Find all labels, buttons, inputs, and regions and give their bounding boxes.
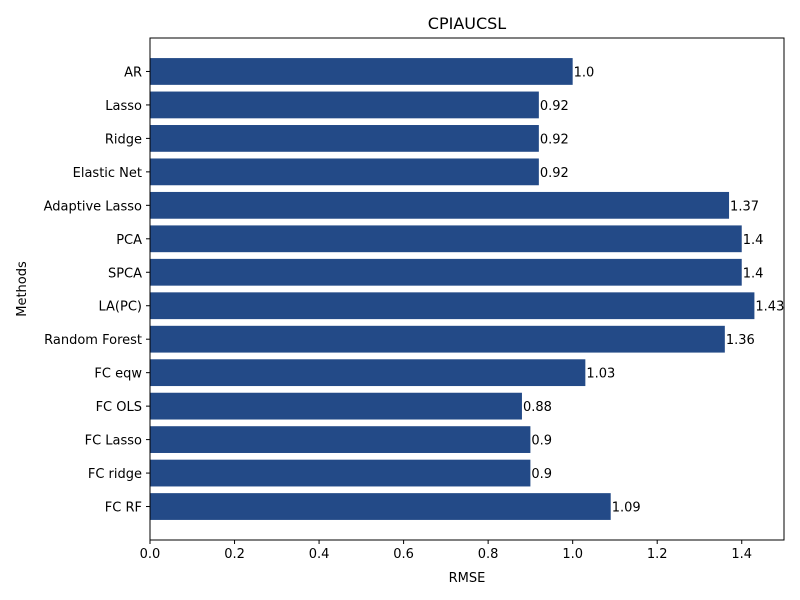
y-tick-label: PCA	[116, 233, 142, 248]
y-tick-label: Adaptive Lasso	[44, 199, 142, 214]
y-tick-label: Random Forest	[44, 333, 142, 348]
x-tick-label: 0.8	[478, 547, 499, 562]
data-label: 1.37	[730, 199, 759, 214]
chart-title: CPIAUCSL	[428, 14, 507, 33]
data-label: 0.9	[531, 434, 552, 449]
data-label: 0.88	[523, 400, 552, 415]
data-label: 1.0	[574, 65, 595, 80]
x-tick-label: 0.4	[309, 547, 330, 562]
x-tick-label: 0.0	[140, 547, 161, 562]
x-tick-label: 1.2	[647, 547, 668, 562]
bar	[150, 392, 522, 420]
bar	[150, 459, 531, 487]
x-tick-label: 1.0	[562, 547, 583, 562]
data-label: 1.09	[612, 501, 641, 516]
bar	[150, 158, 539, 186]
bar	[150, 225, 742, 253]
data-label: 1.4	[743, 266, 764, 281]
x-tick-label: 1.4	[731, 547, 752, 562]
y-tick-label: FC eqw	[94, 367, 142, 382]
bar	[150, 292, 755, 320]
bar	[150, 325, 725, 353]
bar	[150, 125, 539, 152]
y-tick-label: FC OLS	[96, 400, 142, 415]
bar	[150, 359, 586, 387]
y-tick-label: FC RF	[105, 501, 142, 516]
plot-frame	[149, 37, 785, 541]
data-label: 0.92	[540, 166, 569, 181]
bar	[150, 426, 531, 453]
data-label: 1.36	[726, 333, 755, 348]
data-label: 0.92	[540, 99, 569, 114]
y-tick-label: LA(PC)	[99, 300, 143, 315]
y-axis-label: Methods	[15, 261, 30, 317]
data-label: 0.9	[531, 467, 552, 482]
y-tick-label: FC ridge	[88, 467, 142, 482]
data-label: 1.4	[743, 233, 764, 248]
bar	[150, 91, 539, 119]
bar	[150, 191, 730, 219]
bar	[150, 258, 742, 286]
y-tick-label: Elastic Net	[73, 166, 142, 181]
x-axis: 0.0 0.2 0.4 0.6 0.8 1.0 1.2 1.4	[140, 540, 752, 562]
x-tick-label: 0.2	[224, 547, 245, 562]
x-axis-label: RMSE	[449, 571, 486, 586]
y-tick-label: SPCA	[108, 266, 142, 281]
bars-group	[150, 58, 755, 520]
y-tick-label: FC Lasso	[85, 434, 142, 449]
data-label: 1.43	[755, 300, 784, 315]
y-tick-label: AR	[124, 65, 142, 80]
y-axis: AR Lasso Ridge Elastic Net Adaptive Lasso PCA…	[44, 65, 150, 516]
data-label: 1.03	[586, 367, 615, 382]
data-label: 0.92	[540, 132, 569, 147]
y-tick-label: Lasso	[105, 99, 142, 114]
x-tick-label: 0.6	[393, 547, 414, 562]
y-tick-label: Ridge	[105, 132, 142, 147]
value-labels-group: 1.0 0.92 0.92 0.92 1.37 1.4 1.4 1.43 1.36 1.03 0.8…	[523, 65, 784, 515]
bar	[150, 493, 611, 520]
bar	[150, 58, 573, 85]
